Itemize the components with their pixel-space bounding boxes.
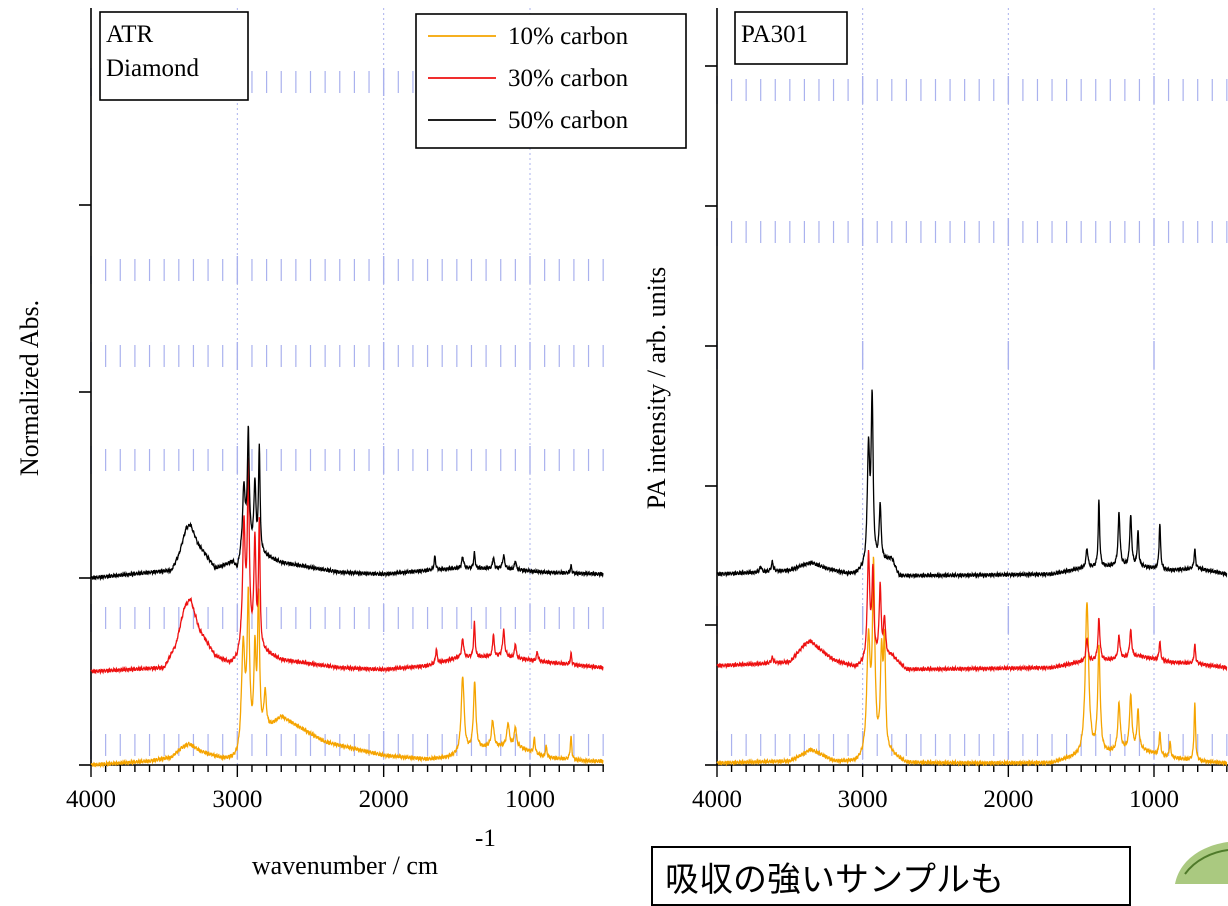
panel-label-text: Diamond [106, 55, 200, 82]
panel-label-box [99, 11, 249, 101]
x-axis-title-superscript: -1 [475, 825, 496, 852]
series-line-50-pct-carbon [90, 425, 604, 582]
x-tick-label: 2000 [359, 786, 409, 813]
series-line-30-pct-carbon [90, 457, 604, 675]
leaf-vein-icon [1184, 849, 1228, 875]
y-axis-title: PA intensity / arb. units [642, 267, 671, 509]
x-tick-label: 3000 [838, 786, 888, 813]
note-callout-box: 吸収の強いサンプルも [651, 846, 1131, 906]
legend-label: 10% carbon [508, 23, 629, 50]
series-line-10-pct-carbon [90, 586, 604, 769]
x-tick-label: 1000 [505, 786, 555, 813]
x-tick-label: 4000 [692, 786, 742, 813]
panel-label-text: PA301 [741, 21, 808, 48]
series-line-50-pct-carbon [716, 389, 1228, 580]
legend-label: 50% carbon [508, 107, 629, 134]
x-axis-title: wavenumber / cm [252, 851, 438, 880]
x-tick-label: 4000 [66, 786, 116, 813]
spectra-figure: 4000 3000 2000 1000 ATR Diamond Normalized Abs… [15, 8, 1228, 884]
panel-label-box [734, 11, 848, 65]
note-text: 吸収の強いサンプルも [665, 860, 1004, 900]
panel-label-text: ATR [106, 21, 154, 48]
y-axis-title: Normalized Abs. [15, 300, 44, 476]
atr-diamond-panel: 4000 3000 2000 1000 ATR Diamond Normalized Abs… [15, 8, 687, 880]
x-tick-label: 3000 [212, 786, 262, 813]
x-tick-label: 2000 [983, 786, 1033, 813]
series-line-10-pct-carbon [716, 556, 1228, 768]
x-tick-label: 1000 [1129, 786, 1179, 813]
leaf-logo-icon [1175, 842, 1228, 884]
series-line-30-pct-carbon [716, 549, 1228, 674]
pa301-panel: 4000 3000 2000 1000 PA301 PA intensity / arb.… [642, 8, 1228, 813]
legend-label: 30% carbon [508, 65, 629, 92]
